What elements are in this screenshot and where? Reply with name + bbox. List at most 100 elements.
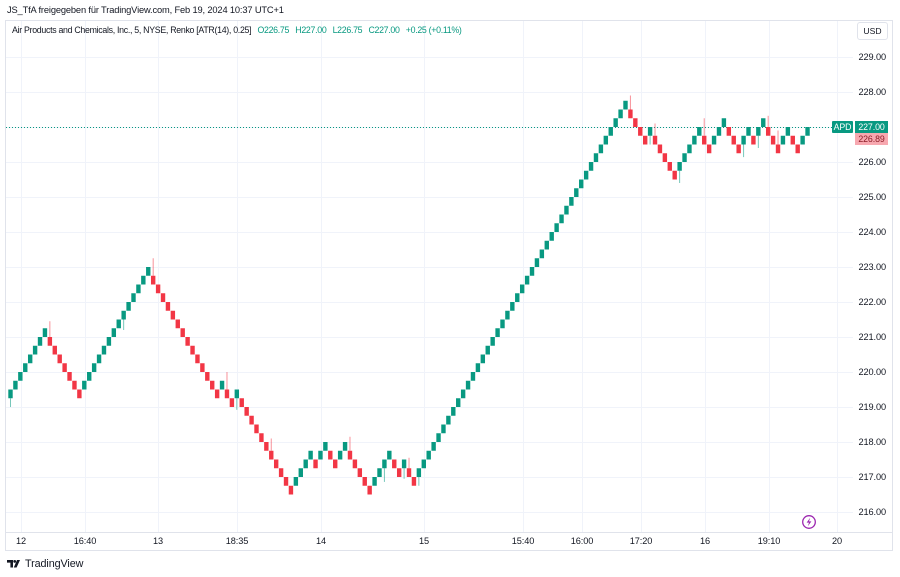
renko-brick-up (623, 100, 628, 110)
renko-brick-up (401, 459, 407, 469)
renko-brick-up (387, 450, 392, 460)
renko-brick-down (411, 477, 417, 486)
renko-brick-up (42, 328, 48, 337)
time-axis-label: 13 (152, 536, 164, 546)
renko-brick-down (200, 363, 205, 372)
renko-brick-down (628, 109, 633, 119)
renko-brick-down (633, 118, 638, 127)
renko-brick-down (155, 284, 161, 294)
renko-brick-up (756, 127, 761, 136)
renko-brick-down (47, 337, 53, 346)
renko-brick-up (716, 127, 722, 136)
renko-brick-down (333, 459, 338, 469)
close-value: C227.00 (368, 25, 399, 35)
renko-brick-up (441, 424, 446, 434)
renko-brick-up (559, 214, 564, 224)
chart-frame (5, 20, 893, 551)
renko-brick-down (175, 319, 180, 329)
renko-brick-up (579, 179, 584, 189)
renko-brick-down (273, 459, 279, 469)
low-value: L226.75 (333, 25, 363, 35)
renko-brick-up (342, 442, 348, 451)
renko-brick-down (751, 135, 756, 145)
renko-brick-up (13, 380, 18, 390)
renko-brick-up (298, 468, 303, 477)
grid-lines (6, 21, 853, 532)
renko-brick-up (480, 354, 486, 364)
price-axis-label: 216.00 (858, 507, 886, 517)
price-axis-label: 226.00 (858, 157, 886, 167)
time-axis-label: 16:00 (570, 536, 594, 546)
price-axis-label: 218.00 (858, 437, 886, 447)
renko-brick-up (721, 118, 727, 127)
change-value: +0.25 (+0.11%) (405, 25, 462, 35)
renko-brick-up (598, 144, 604, 154)
renko-brick-up (18, 372, 23, 381)
renko-brick-up (121, 310, 126, 320)
time-axis-label: 16 (699, 536, 711, 546)
renko-brick-up (539, 249, 545, 259)
renko-brick-down (736, 144, 741, 154)
price-axis-label: 224.00 (858, 227, 886, 237)
renko-brick-up (23, 363, 28, 372)
renko-brick-down (190, 345, 195, 355)
snapshot-header: JS_TfA freigegeben für TradingView.com, … (7, 5, 284, 15)
tradingview-logo-icon (7, 560, 20, 568)
renko-brick-up (608, 127, 613, 136)
renko-brick-up (490, 337, 495, 346)
renko-brick-down (652, 135, 658, 145)
renko-brick-down (170, 310, 176, 320)
symbol-description[interactable]: Air Products and Chemicals, Inc., 5, NYS… (12, 25, 252, 35)
renko-brick-up (515, 293, 520, 302)
renko-brick-down (214, 389, 220, 399)
renko-brick-up (465, 380, 471, 390)
renko-series (8, 95, 810, 495)
renko-brick-up (583, 170, 589, 180)
renko-brick-down (160, 293, 166, 302)
renko-brick-up (377, 468, 382, 477)
renko-brick-up (519, 284, 525, 294)
renko-brick-up (460, 389, 466, 399)
open-number: 226.75 (263, 25, 290, 35)
lightning-icon[interactable] (801, 514, 817, 530)
chart-legend: Air Products and Chemicals, Inc., 5, NYS… (12, 24, 466, 36)
renko-brick-down (765, 127, 771, 136)
renko-brick-up (485, 345, 490, 355)
renko-brick-up (27, 354, 33, 364)
renko-brick-down (72, 380, 77, 390)
renko-brick-up (446, 415, 451, 425)
renko-brick-down (264, 442, 269, 451)
low-label: L (332, 25, 338, 35)
renko-brick-up (495, 328, 500, 337)
renko-brick-down (244, 407, 249, 416)
price-axis-label: 220.00 (858, 367, 886, 377)
renko-brick-down (775, 144, 781, 154)
renko-brick-up (593, 153, 599, 162)
renko-brick-up (372, 477, 377, 486)
renko-brick-down (702, 135, 707, 145)
renko-brick-up (219, 380, 225, 390)
renko-brick-down (657, 144, 663, 154)
renko-brick-up (677, 162, 682, 171)
renko-brick-up (303, 459, 308, 469)
renko-brick-up (308, 450, 313, 460)
renko-brick-down (229, 398, 235, 407)
renko-brick-up (785, 127, 791, 136)
renko-brick-up (141, 275, 146, 285)
renko-brick-up (500, 319, 505, 329)
time-axis-label: 18:35 (225, 536, 249, 546)
currency-button[interactable]: USD (857, 22, 888, 40)
brand-name: TradingView (25, 558, 84, 570)
renko-brick-up (687, 144, 692, 154)
renko-brick-down (770, 135, 776, 145)
renko-brick-down (672, 170, 677, 180)
renko-brick-down (52, 345, 57, 355)
renko-brick-up (116, 319, 121, 329)
renko-brick-up (337, 450, 343, 460)
renko-brick-down (77, 389, 82, 399)
renko-brick-up (451, 407, 456, 416)
ohlc-values: O226.75 H227.00 L226.75 C227.00 +0.25 (+… (257, 25, 465, 35)
renko-brick-down (638, 127, 643, 136)
price-axis-label: 221.00 (858, 332, 886, 342)
